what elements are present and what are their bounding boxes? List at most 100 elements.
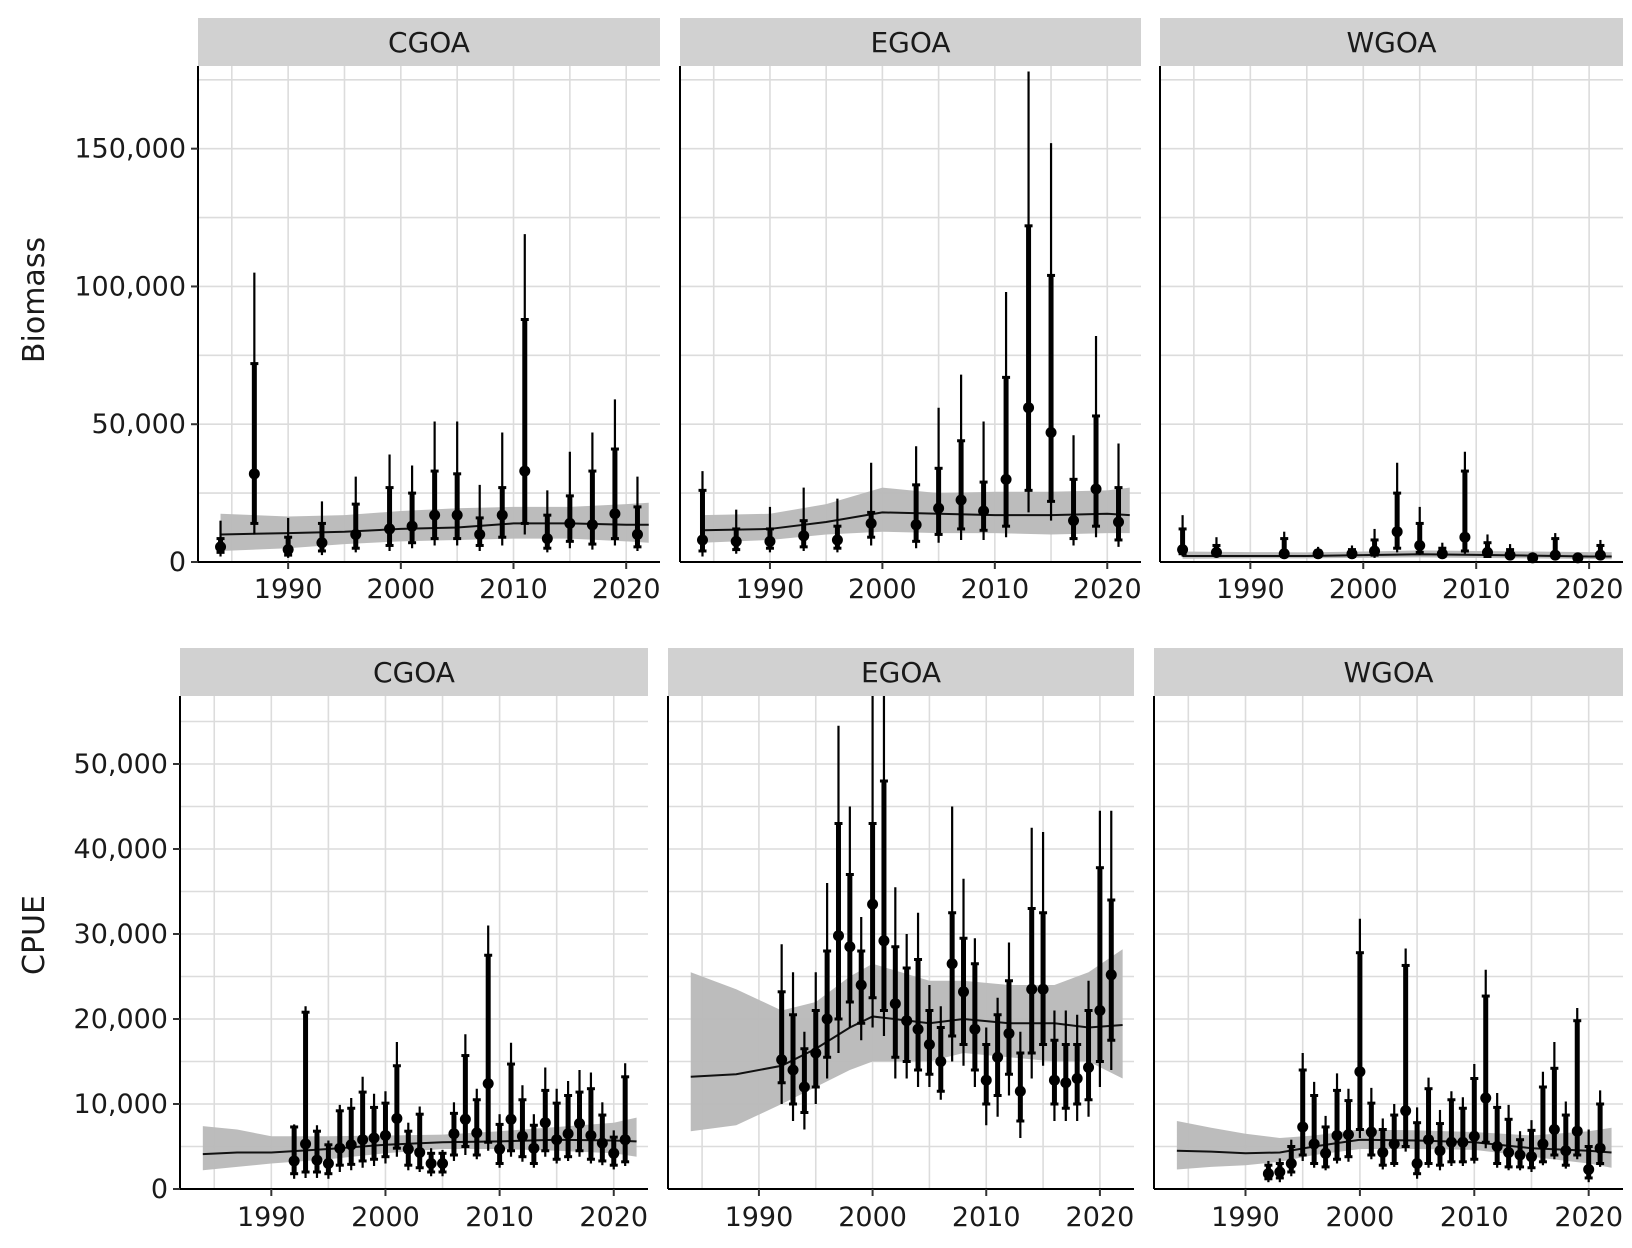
r1-wgoa-point-1993	[1274, 1158, 1286, 1183]
data-point	[1414, 539, 1426, 551]
data-point	[798, 1081, 810, 1093]
r1-wgoa-panel: WGOA 1990 2000 2010 2020	[1153, 648, 1623, 1233]
r1-cgoa-strip	[180, 648, 648, 696]
r0-egoa-point-2005	[933, 407, 945, 543]
r1-egoa-point-2009	[969, 938, 981, 1087]
r0-cgoa-y-tick-label: 50,000	[92, 409, 186, 440]
r1-cgoa-x-tick-label: 1990	[237, 1202, 306, 1233]
r0-wgoa-point-2003	[1391, 462, 1403, 553]
r0-wgoa-point-2009	[1459, 451, 1471, 554]
data-point	[448, 1128, 460, 1140]
r1-egoa-point-2016	[1048, 1010, 1060, 1121]
r0-wgoa-strip	[1160, 18, 1623, 66]
data-point	[764, 535, 776, 547]
data-point	[505, 1113, 517, 1125]
data-point	[379, 1129, 391, 1141]
data-point	[1045, 426, 1057, 438]
r1-cgoa-point-2013	[528, 1114, 540, 1168]
data-point	[1068, 515, 1080, 527]
data-point	[1090, 483, 1102, 495]
r1-cgoa-y-tick-label: 10,000	[74, 1089, 168, 1120]
r0-egoa-panel: EGOA 1990 2000 2010 2020	[679, 18, 1142, 605]
data-point	[1048, 1074, 1060, 1086]
r1-wgoa-point-2004	[1400, 948, 1412, 1152]
data-point	[1504, 549, 1516, 561]
r1-wgoa-point-2000	[1354, 918, 1366, 1138]
r0-wgoa-strip-title: WGOA	[1346, 26, 1436, 59]
r1-egoa-point-1992	[776, 944, 788, 1104]
data-point	[1434, 1145, 1446, 1157]
r0-egoa-point-2017	[1068, 435, 1080, 546]
r0-egoa-point-1999	[865, 462, 877, 546]
data-point	[562, 1128, 574, 1140]
r1-wgoa-point-2009	[1457, 1097, 1469, 1167]
data-point	[1400, 1105, 1412, 1117]
data-point	[1527, 552, 1539, 564]
data-point	[1312, 548, 1324, 560]
data-point	[334, 1142, 346, 1154]
data-point	[878, 935, 890, 947]
r1-egoa-point-2008	[958, 878, 970, 1066]
r0-cgoa-strip-title: CGOA	[388, 26, 470, 59]
r0-egoa-point-1996	[831, 498, 843, 553]
r1-cgoa-point-2009	[482, 925, 494, 1151]
data-point	[406, 520, 418, 532]
r1-wgoa-point-2011	[1480, 969, 1492, 1149]
data-point	[1071, 1073, 1083, 1084]
r0-egoa-point-2021	[1113, 443, 1125, 547]
r1-wgoa-x-tick-label: 2000	[1326, 1202, 1395, 1233]
data-point	[1525, 1151, 1537, 1163]
data-point	[1262, 1168, 1274, 1180]
r1-egoa-point-1998	[844, 806, 856, 1028]
r1-cgoa-point-2010	[494, 1114, 506, 1168]
r0-wgoa-point-1987	[1210, 537, 1222, 558]
data-point	[787, 1064, 799, 1076]
r0-egoa-x-tick-label: 1990	[736, 574, 805, 605]
data-point	[1572, 552, 1584, 564]
r1-wgoa-point-2017	[1548, 1041, 1560, 1160]
cpue-panels: CGOA 1990 2000 2010 2020 0 10,000 20,000 30,000 4…	[74, 648, 1623, 1233]
r0-wgoa-point-2011	[1481, 534, 1493, 558]
r1-cgoa-point-2020	[608, 1130, 620, 1170]
data-point	[832, 930, 844, 942]
r1-cgoa-point-2021	[619, 1063, 631, 1167]
r0-cgoa-y-tick-label: 150,000	[74, 134, 186, 165]
r1-wgoa-point-2016	[1537, 1071, 1549, 1166]
data-point	[1346, 548, 1358, 560]
data-point	[1549, 549, 1561, 561]
r0-cgoa-point-1999	[384, 454, 396, 551]
r0-egoa-x-tick-label: 2020	[1073, 574, 1142, 605]
data-point	[1445, 1136, 1457, 1148]
biomass-row: Biomass CGOA 1990 2000 2010 2020 0 50,000 100,0…	[17, 18, 1623, 605]
r1-wgoa-point-2007	[1434, 1109, 1446, 1171]
r0-egoa-point-1984	[696, 471, 708, 557]
r1-egoa-x-tick-label: 2010	[952, 1202, 1021, 1233]
r0-cgoa-point-1984	[215, 520, 227, 557]
r1-cgoa-point-1999	[368, 1093, 380, 1167]
r1-egoa-point-2006	[935, 1006, 947, 1100]
r1-egoa-point-2004	[912, 912, 924, 1087]
r0-egoa-strip-title: EGOA	[870, 26, 950, 59]
r1-cgoa-point-2003	[414, 1106, 426, 1172]
data-point	[1003, 1027, 1015, 1039]
r0-wgoa-point-1999	[1346, 545, 1358, 560]
data-point	[574, 1118, 586, 1130]
r1-cgoa-point-2015	[551, 1088, 563, 1164]
data-point	[1210, 546, 1222, 558]
data-point	[978, 505, 990, 517]
data-point	[955, 494, 967, 506]
data-point	[350, 528, 362, 540]
r1-egoa-point-2011	[992, 997, 1004, 1117]
data-point	[282, 544, 294, 556]
r1-wgoa-point-1997	[1320, 1115, 1332, 1171]
r1-cgoa-point-2002	[402, 1122, 414, 1171]
data-point	[730, 535, 742, 547]
r0-cgoa-point-2021	[631, 476, 643, 551]
r0-cgoa-point-2005	[451, 421, 463, 546]
data-point	[923, 1039, 935, 1050]
r1-cgoa-x-tick-label: 2020	[579, 1202, 648, 1233]
data-point	[402, 1143, 414, 1155]
data-point	[414, 1146, 426, 1158]
r1-cgoa-panel: CGOA 1990 2000 2010 2020 0 10,000 20,000 30,000 4…	[74, 648, 648, 1233]
r0-egoa-point-2003	[910, 446, 922, 549]
